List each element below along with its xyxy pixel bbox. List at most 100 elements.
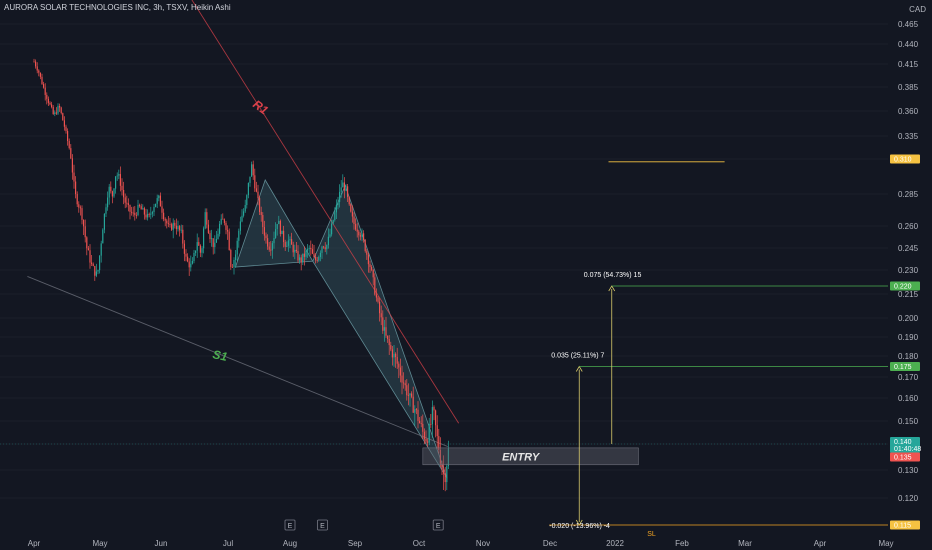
candle-body-down bbox=[366, 251, 368, 255]
candle-body-up bbox=[241, 215, 243, 222]
candle-body-down bbox=[83, 219, 85, 227]
y-tick-label: 0.130 bbox=[898, 466, 919, 475]
harmonic-triangle-xab bbox=[234, 179, 314, 268]
candle-body-down bbox=[73, 172, 75, 182]
candle-body-down bbox=[140, 206, 142, 210]
candle-body-down bbox=[33, 61, 35, 63]
candle-body-down bbox=[175, 225, 177, 230]
candle-body-down bbox=[427, 441, 429, 443]
price-axis[interactable]: 0.465 0.440 0.415 0.385 0.360 0.335 0.310 0.285… bbox=[890, 20, 921, 530]
candle-body-up bbox=[244, 205, 246, 212]
candle-body-down bbox=[231, 266, 233, 268]
y-tick-label: 0.180 bbox=[898, 352, 919, 361]
y-tick-label: 0.260 bbox=[898, 222, 919, 231]
chart-title: AURORA SOLAR TECHNOLOGIES INC, 3h, TSXV,… bbox=[4, 3, 231, 12]
candle-body-up bbox=[155, 203, 157, 207]
candle-body-down bbox=[388, 338, 390, 346]
candle-body-down bbox=[382, 317, 384, 331]
candle-body-up bbox=[142, 208, 144, 210]
candle-body-down bbox=[411, 393, 413, 397]
candle-body-up bbox=[414, 409, 416, 413]
candle-body-down bbox=[87, 248, 89, 251]
candle-body-down bbox=[348, 196, 350, 205]
candle-body-up bbox=[332, 220, 334, 224]
candle-body-down bbox=[407, 395, 409, 397]
candle-body-down bbox=[143, 208, 145, 215]
time-axis[interactable]: Apr May Jun Jul Aug Sep Oct Nov Dec 2022 Feb Mar Apr… bbox=[28, 539, 894, 548]
candle-body-down bbox=[78, 204, 80, 208]
candle-body-down bbox=[131, 211, 133, 213]
candle-body-down bbox=[356, 229, 358, 232]
candle-body-down bbox=[129, 205, 131, 212]
y-tick-label: 0.385 bbox=[898, 83, 919, 92]
candle-body-down bbox=[161, 206, 163, 213]
candle-body-up bbox=[191, 261, 193, 264]
entry-label: ENTRY bbox=[502, 451, 541, 463]
candle-body-down bbox=[182, 229, 184, 244]
y-tick-label: 0.465 bbox=[898, 20, 919, 29]
candle-body-up bbox=[95, 271, 97, 276]
candle-body-up bbox=[100, 243, 102, 256]
candle-body-down bbox=[223, 219, 225, 223]
candle-body-up bbox=[331, 223, 333, 235]
candle-body-down bbox=[295, 249, 297, 252]
y-tick-label: 0.360 bbox=[898, 107, 919, 116]
r1-resistance-line bbox=[191, 0, 460, 424]
candle-body-up bbox=[345, 186, 347, 191]
price-label-tag bbox=[890, 362, 920, 371]
candle-body-up bbox=[214, 242, 216, 248]
candle-body-up bbox=[203, 228, 205, 249]
candle-body-down bbox=[390, 345, 392, 350]
candle-body-down bbox=[430, 423, 432, 425]
candle-body-down bbox=[166, 220, 168, 224]
candle-body-down bbox=[425, 438, 427, 442]
candle-body-down bbox=[70, 148, 72, 159]
candle-body-up bbox=[215, 239, 217, 243]
candle-body-down bbox=[406, 385, 408, 396]
candle-body-down bbox=[347, 186, 349, 197]
stop-tag: SL bbox=[647, 531, 656, 538]
candle-body-down bbox=[259, 198, 261, 212]
candle-body-up bbox=[393, 353, 395, 358]
y-tick-label: 0.285 bbox=[898, 190, 919, 199]
candle-body-down bbox=[279, 220, 281, 234]
candle-body-down bbox=[262, 215, 264, 228]
candle-body-up bbox=[239, 221, 241, 231]
candle-body-up bbox=[446, 466, 448, 483]
candle-body-down bbox=[163, 212, 165, 220]
candle-body-down bbox=[364, 240, 366, 252]
candle-body-down bbox=[84, 226, 86, 238]
candle-body-down bbox=[438, 436, 440, 450]
candle-body-down bbox=[374, 277, 376, 295]
candle-body-down bbox=[38, 70, 40, 73]
candle-body-down bbox=[385, 327, 387, 336]
stop-label: -0.020 (-13.96%) -4 bbox=[549, 523, 610, 530]
candle-body-up bbox=[299, 257, 301, 261]
candle-body-up bbox=[220, 218, 222, 224]
x-tick-label: Apr bbox=[28, 539, 41, 548]
candle-body-up bbox=[409, 393, 411, 396]
candle-body-up bbox=[113, 188, 115, 197]
candle-body-up bbox=[271, 243, 273, 251]
candle-body-down bbox=[436, 425, 438, 437]
candle-body-up bbox=[156, 198, 158, 204]
candle-body-down bbox=[399, 367, 401, 376]
y-tick-label: 0.440 bbox=[898, 40, 919, 49]
candle-body-down bbox=[283, 230, 285, 243]
candle-body-up bbox=[275, 229, 277, 238]
candle-body-down bbox=[297, 251, 299, 261]
candle-body-down bbox=[183, 243, 185, 254]
x-tick-label: May bbox=[92, 539, 107, 548]
candle-body-down bbox=[35, 61, 37, 67]
candle-body-up bbox=[302, 253, 304, 263]
candle-body-up bbox=[305, 250, 307, 257]
candle-body-down bbox=[363, 233, 365, 241]
candle-body-down bbox=[227, 229, 229, 232]
candle-body-up bbox=[195, 250, 197, 253]
candle-body-down bbox=[179, 226, 181, 231]
candle-body-down bbox=[127, 203, 129, 206]
candle-body-down bbox=[316, 260, 318, 261]
candle-body-up bbox=[236, 240, 238, 255]
candle-body-down bbox=[254, 175, 256, 189]
